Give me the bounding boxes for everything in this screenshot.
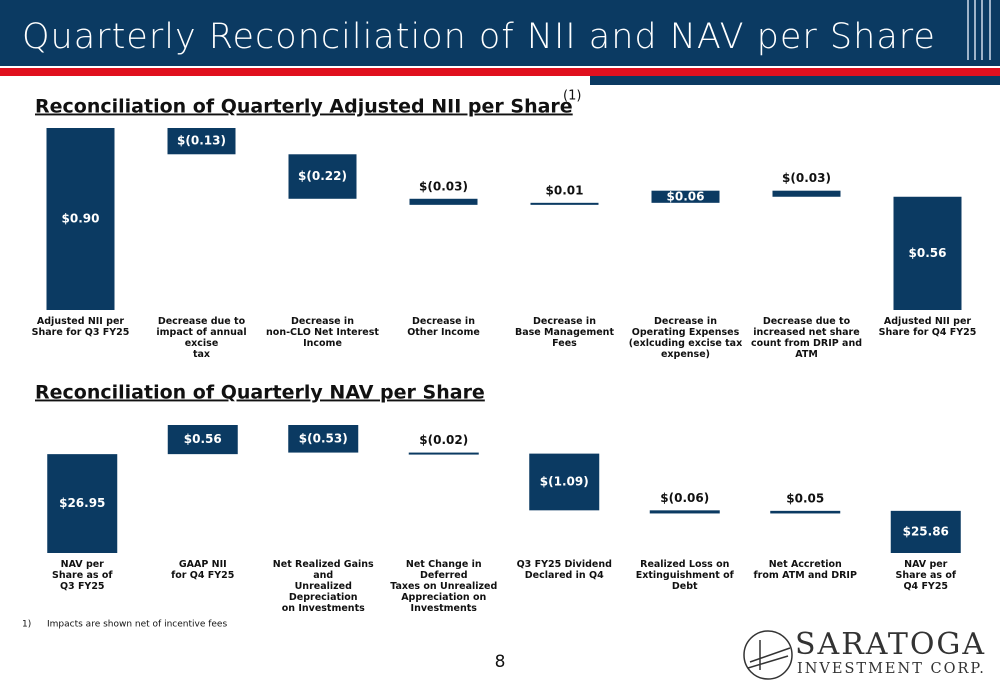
x-tick-label: Adjusted NII per Share for Q4 FY25 <box>878 316 977 338</box>
bar <box>288 154 357 199</box>
chart-title: Reconciliation of Quarterly NAV per Shar… <box>35 382 485 404</box>
bar <box>893 196 962 310</box>
bar <box>529 453 600 511</box>
bar <box>46 128 115 310</box>
logo-tagline: INVESTMENT CORP. <box>797 661 986 677</box>
logo-name: SARATOGA <box>795 627 986 662</box>
data-label: $(0.53) <box>299 431 348 445</box>
x-tick-label: Decrease in Operating Expenses (exlcudin… <box>628 316 743 360</box>
x-tick-label: NAV per Share as of Q3 FY25 <box>52 559 113 592</box>
data-label: $0.01 <box>546 183 584 197</box>
x-tick-label: GAAP NII for Q4 FY25 <box>171 559 235 581</box>
header-band <box>0 0 1000 66</box>
bar <box>47 454 118 553</box>
bar <box>772 190 841 197</box>
x-tick-label: Net Realized Gains and Unrealized Deprec… <box>272 559 374 614</box>
x-tick-label: Net Accretion from ATM and DRIP <box>753 559 857 581</box>
footnote-marker: 1) <box>22 620 31 630</box>
bar <box>770 510 841 514</box>
bar <box>649 510 720 514</box>
bar <box>408 452 479 455</box>
data-label: $26.95 <box>59 496 105 510</box>
page-number: 8 <box>495 652 506 672</box>
x-tick-label: NAV per Share as of Q4 FY25 <box>895 559 956 592</box>
x-tick-label: Realized Loss on Extinguishment of Debt <box>635 559 734 592</box>
bar <box>890 510 961 553</box>
x-tick-label: Net Change in Deferred Taxes on Unrealiz… <box>390 559 498 614</box>
data-label: $0.90 <box>62 212 100 226</box>
data-label: $(0.13) <box>177 134 226 148</box>
x-tick-label: Q3 FY25 Dividend Declared in Q4 <box>516 559 612 581</box>
x-tick-label: Decrease in Base Management Fees <box>515 316 614 349</box>
bar <box>530 202 599 205</box>
data-label: $(1.09) <box>540 474 589 488</box>
x-tick-label: Decrease in non-CLO Net Interest Income <box>266 316 379 349</box>
data-label: $(0.02) <box>419 433 468 447</box>
logo-icon <box>743 630 793 680</box>
bar <box>651 190 720 203</box>
navy-stripe <box>590 76 1000 85</box>
bar <box>409 198 478 205</box>
data-label: $25.86 <box>903 524 949 538</box>
data-label: $0.06 <box>667 189 705 203</box>
footnote: Impacts are shown net of incentive fees <box>47 620 227 630</box>
x-tick-label: Decrease in Other Income <box>407 316 480 338</box>
x-tick-label: Decrease due to impact of annual excise … <box>156 316 247 360</box>
data-label: $0.05 <box>786 491 824 505</box>
data-label: $(0.03) <box>782 171 831 185</box>
bar <box>167 425 238 455</box>
data-label: $0.56 <box>909 246 947 260</box>
data-label: $(0.22) <box>298 169 347 183</box>
data-label: $0.56 <box>184 432 222 446</box>
title-note: (1) <box>563 89 581 104</box>
x-tick-label: Adjusted NII per Share for Q3 FY25 <box>31 316 130 338</box>
header-decoration <box>967 0 991 60</box>
red-stripe <box>0 68 1000 76</box>
data-label: $(0.03) <box>419 179 468 193</box>
slide-title: Quarterly Reconciliation of NII and NAV … <box>22 17 936 57</box>
bar <box>288 425 359 453</box>
chart-title: Reconciliation of Quarterly Adjusted NII… <box>35 96 573 118</box>
x-tick-label: Decrease due to increased net share coun… <box>750 316 863 360</box>
bar <box>167 128 236 155</box>
data-label: $(0.06) <box>660 491 709 505</box>
